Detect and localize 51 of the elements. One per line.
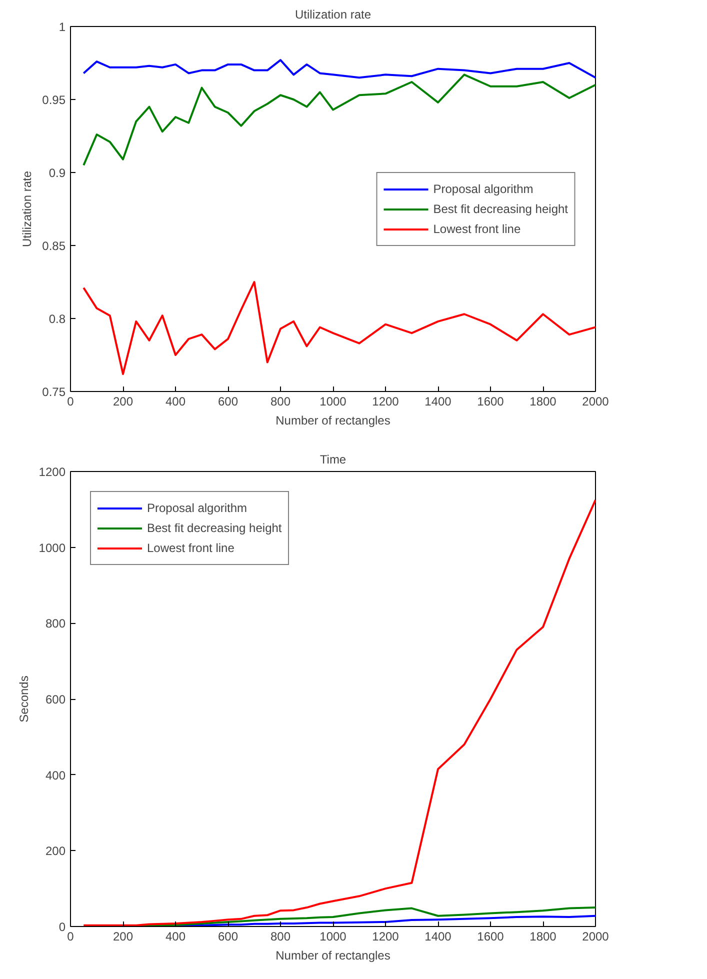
x-tick-label: 800 bbox=[270, 930, 291, 944]
y-tick-label: 0.85 bbox=[42, 239, 66, 253]
x-tick-label: 2000 bbox=[582, 930, 610, 944]
x-tick-label: 1000 bbox=[320, 394, 347, 408]
y-tick-label: 0 bbox=[58, 920, 66, 934]
x-tick-label: 0 bbox=[67, 394, 74, 408]
y-tick-label: 1 bbox=[58, 20, 66, 34]
chart-title: Utilization rate bbox=[294, 8, 372, 22]
y-tick-label: 1200 bbox=[38, 465, 66, 479]
y-tick-label: 0.95 bbox=[42, 93, 66, 107]
y-tick-label: 200 bbox=[45, 844, 66, 858]
y-tick-label: 0.8 bbox=[48, 312, 66, 326]
y-tick-label: 0.9 bbox=[48, 166, 66, 180]
x-axis-title: Number of rectangles bbox=[276, 948, 390, 962]
line-series bbox=[82, 74, 596, 166]
y-tick-label: 600 bbox=[45, 692, 66, 706]
chart-title: Time bbox=[320, 452, 346, 466]
x-tick-label: 2000 bbox=[582, 394, 610, 408]
x-tick-label: 400 bbox=[165, 930, 186, 944]
line-series bbox=[82, 59, 596, 79]
y-axis-title: Seconds bbox=[16, 676, 31, 722]
legend-label: Proposal algorithm bbox=[433, 182, 534, 196]
y-tick-label: 1000 bbox=[38, 540, 66, 555]
y-tick-label: 400 bbox=[45, 768, 66, 782]
x-tick-label: 1600 bbox=[477, 394, 504, 408]
legend-label: Lowest front line bbox=[147, 541, 234, 555]
legend-label: Lowest front line bbox=[433, 222, 521, 236]
legend-label: Best fit decreasing height bbox=[147, 521, 282, 535]
x-tick-label: 1400 bbox=[424, 930, 452, 944]
x-axis-title: Number of rectangles bbox=[276, 414, 390, 428]
y-tick-label: 0.75 bbox=[42, 385, 66, 399]
y-tick-label: 800 bbox=[45, 616, 66, 631]
y-axis-title: Utilization rate bbox=[20, 170, 34, 248]
legend-label: Proposal algorithm bbox=[147, 501, 248, 515]
x-tick-label: 1400 bbox=[424, 394, 452, 408]
x-tick-label: 200 bbox=[112, 930, 134, 944]
x-tick-label: 1000 bbox=[320, 930, 347, 944]
line-series bbox=[82, 498, 596, 926]
x-tick-label: 600 bbox=[218, 930, 238, 944]
x-tick-label: 1800 bbox=[530, 930, 557, 944]
x-tick-label: 800 bbox=[270, 394, 291, 408]
x-tick-label: 600 bbox=[218, 394, 238, 408]
x-tick-label: 1200 bbox=[372, 930, 400, 944]
x-tick-label: 200 bbox=[112, 394, 134, 408]
legend-label: Best fit decreasing height bbox=[433, 202, 568, 216]
x-tick-label: 0 bbox=[67, 930, 74, 944]
x-tick-label: 1200 bbox=[372, 394, 400, 408]
x-tick-label: 400 bbox=[165, 394, 186, 408]
x-tick-label: 1600 bbox=[477, 930, 504, 944]
line-series bbox=[82, 281, 596, 375]
x-tick-label: 1800 bbox=[530, 394, 557, 408]
